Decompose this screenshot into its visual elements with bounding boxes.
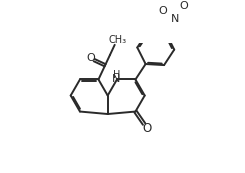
Text: N: N — [112, 74, 121, 84]
Text: O: O — [142, 122, 152, 135]
Text: N: N — [171, 14, 179, 24]
Text: O: O — [86, 53, 95, 63]
Text: O: O — [159, 6, 167, 16]
Text: CH₃: CH₃ — [108, 35, 126, 45]
Text: H: H — [113, 70, 120, 80]
Text: O: O — [179, 2, 188, 11]
